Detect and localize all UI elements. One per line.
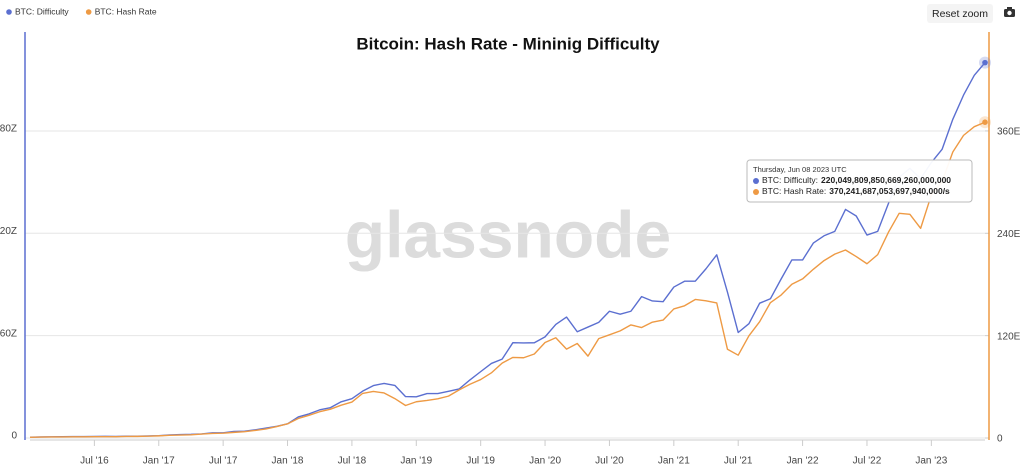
grid [25, 130, 985, 439]
tooltip-title: Thursday, Jun 08 2023 UTC [753, 165, 847, 174]
camera-top[interactable] [1007, 7, 1012, 10]
x-tick-label: Jan '18 [272, 456, 304, 467]
y-tick-label: 180Z [0, 124, 17, 135]
x-tick-label: Jan '22 [787, 456, 819, 467]
x-tick-label: Jul '17 [209, 456, 238, 467]
x-tick-label: Jul '21 [724, 456, 753, 467]
tooltip-row: BTC: Difficulty: 220,049,809,850,669,260,… [762, 175, 951, 185]
series-line [29, 121, 986, 439]
x-tick-label: Jul '22 [853, 456, 882, 467]
tooltip-value: 370,241,687,053,697,940,000/s [829, 186, 950, 196]
tooltip-marker [753, 178, 759, 184]
watermark: glassnode [345, 197, 671, 271]
tooltip-label: BTC: Difficulty: [762, 175, 818, 185]
x-tick-label: Jul '18 [338, 456, 367, 467]
button-label[interactable]: Reset zoom [932, 8, 988, 20]
tooltip-label: BTC: Hash Rate: [762, 186, 826, 196]
hover-point [982, 119, 988, 126]
y2-tick-label: 120E [997, 331, 1021, 342]
x-tick-label: Jul '16 [80, 456, 109, 467]
tooltip-marker [753, 189, 759, 195]
legend-label: BTC: Difficulty [15, 6, 69, 16]
x-tick-label: Jan '20 [529, 456, 561, 467]
chart-title: Bitcoin: Hash Rate - Mininig Difficulty [356, 34, 660, 53]
legend-label: BTC: Hash Rate [95, 6, 157, 16]
y-tick-label: 60Z [0, 328, 17, 339]
y-tick-label: 120Z [0, 226, 17, 237]
x-tick-label: Jul '19 [466, 456, 495, 467]
x-tick-label: Jul '20 [595, 456, 624, 467]
legend: BTC: Difficulty BTC: Hash Rate [6, 6, 157, 16]
hover-point [982, 59, 988, 66]
y2-tick-label: 240E [997, 229, 1021, 240]
x-tick-label: Jan '17 [143, 456, 175, 467]
camera-lens[interactable] [1007, 10, 1012, 16]
reset-zoom-button[interactable]: Reset zoom [927, 4, 993, 23]
x-tick-label: Jan '21 [658, 456, 690, 467]
y-tick-label: 0 [11, 431, 17, 442]
tooltip-value: 220,049,809,850,669,260,000,000 [821, 175, 951, 185]
x-tick-label: Jan '19 [400, 456, 432, 467]
legend-marker [6, 9, 12, 15]
y2-tick-label: 0 [997, 434, 1003, 445]
button-bg[interactable] [927, 4, 993, 23]
camera-icon[interactable] [1004, 7, 1015, 17]
y2-tick-label: 360E [997, 127, 1021, 138]
x-tick-label: Jan '23 [915, 456, 947, 467]
tooltip-row: BTC: Hash Rate: 370,241,687,053,697,940,0… [762, 186, 950, 196]
legend-marker [85, 9, 92, 15]
tooltip-box [746, 159, 973, 203]
